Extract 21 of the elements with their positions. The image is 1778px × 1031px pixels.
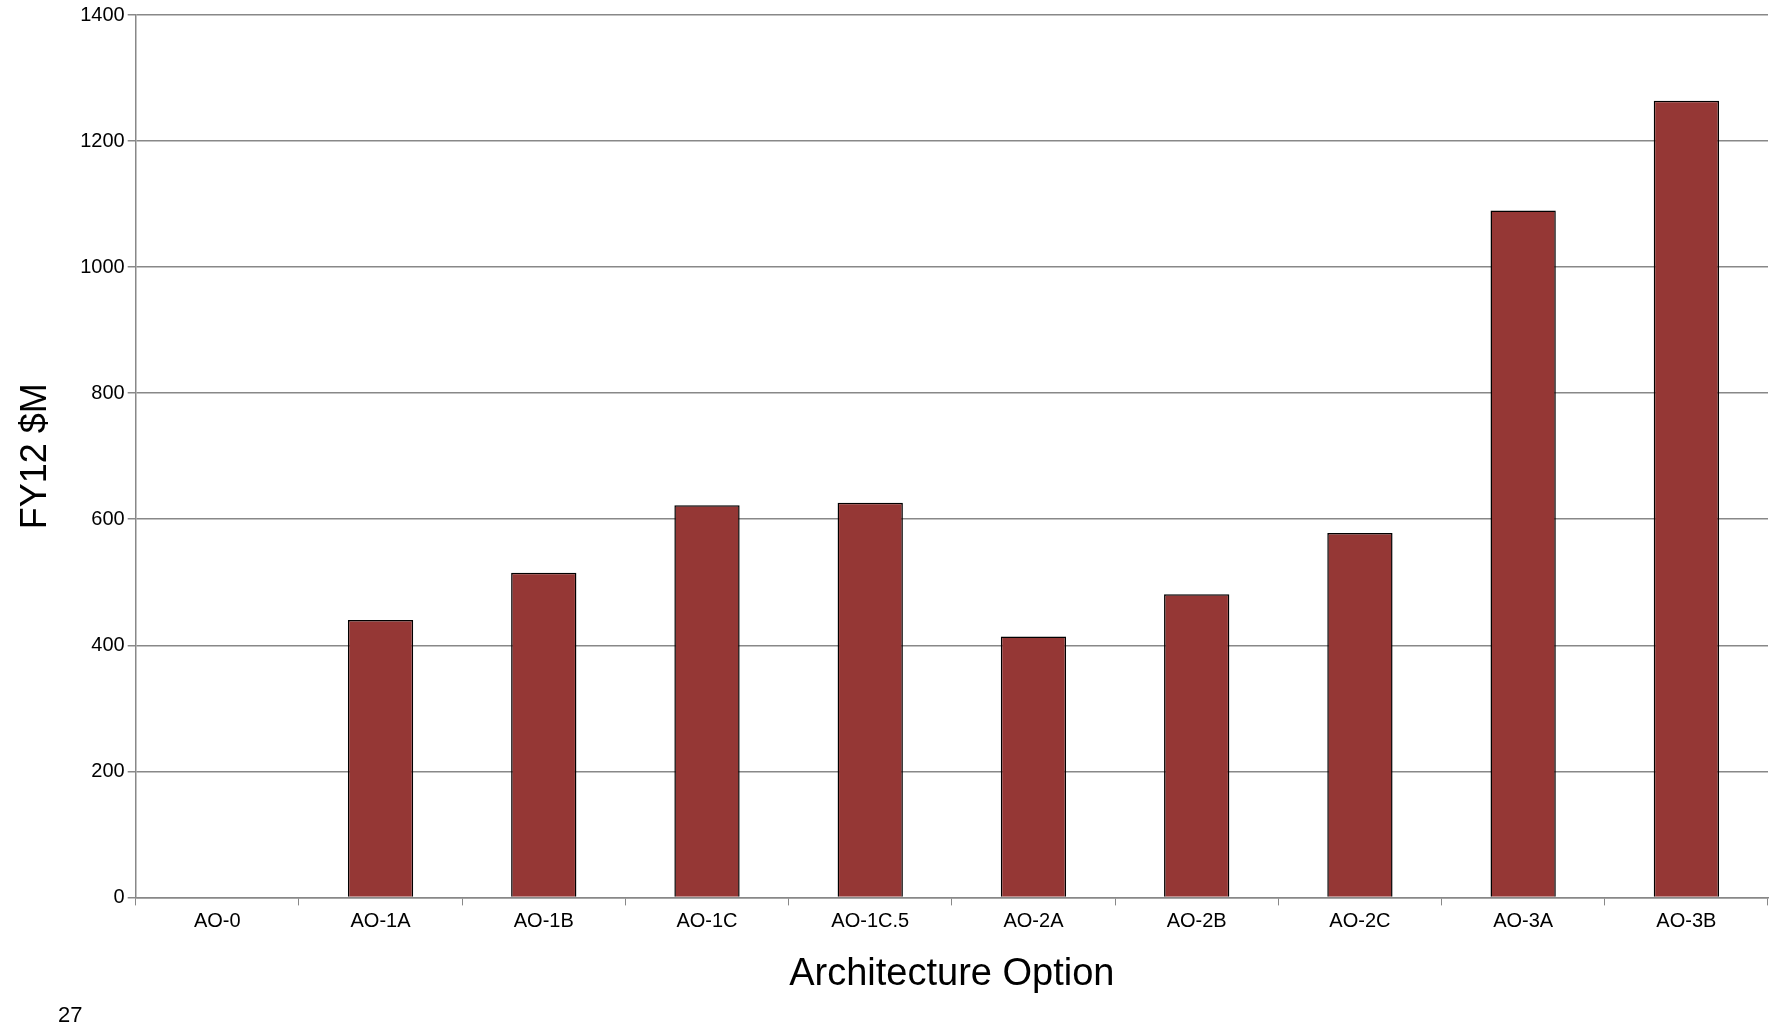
y-tick-label: 600 bbox=[91, 506, 125, 529]
x-tick-label: AO-2A bbox=[1003, 908, 1065, 931]
y-tick-label: 1400 bbox=[80, 2, 125, 25]
x-tick-label: AO-1A bbox=[350, 908, 412, 931]
x-tick-label: AO-2C bbox=[1329, 908, 1391, 931]
y-axis-title: FY12 $M bbox=[12, 383, 54, 530]
text: 27 bbox=[58, 1002, 83, 1028]
x-tick-label: AO-0 bbox=[193, 908, 241, 931]
y-tick-label: 800 bbox=[91, 380, 125, 403]
x-tick-label: AO-1C bbox=[676, 908, 738, 931]
x-tick-label: AO-1C.5 bbox=[831, 908, 910, 931]
y-tick-label: 1200 bbox=[80, 128, 125, 151]
x-axis-title: Architecture Option bbox=[789, 950, 1115, 993]
y-tick-label: 200 bbox=[91, 758, 125, 781]
x-tick-label: AO-2B bbox=[1166, 908, 1227, 931]
x-tick-label: AO-3B bbox=[1656, 908, 1717, 931]
x-tick-label: AO-1B bbox=[513, 908, 574, 931]
y-tick-label: 1000 bbox=[80, 254, 125, 277]
y-tick-label: 0 bbox=[113, 884, 125, 907]
y-tick-label: 400 bbox=[91, 632, 125, 655]
x-tick-label: AO-3A bbox=[1493, 908, 1554, 931]
